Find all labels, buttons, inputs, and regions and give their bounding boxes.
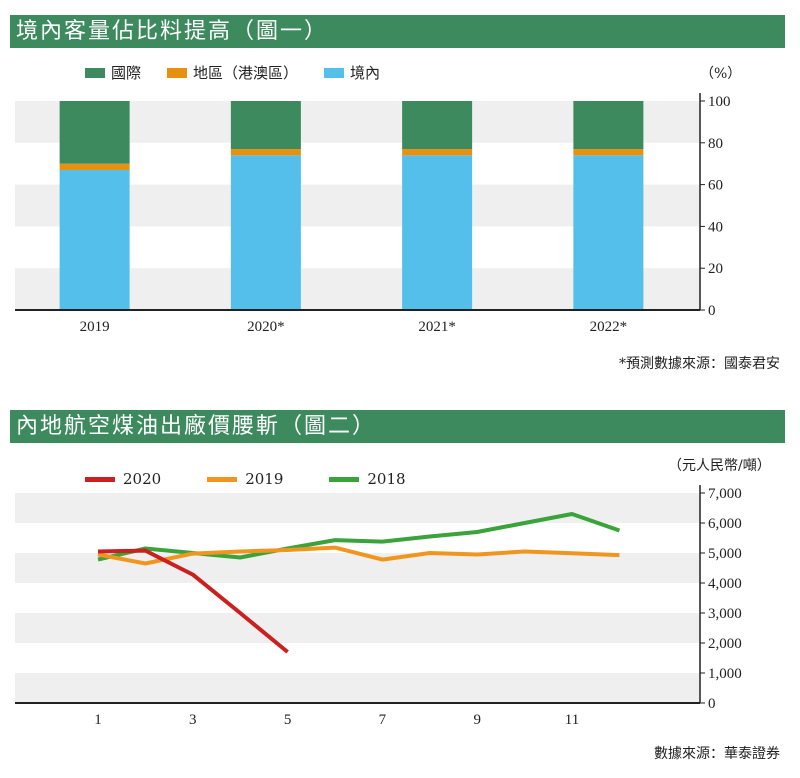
chart1-legend: 國際 地區（港澳區） 境內 [85,62,406,83]
bar-地區（港澳區） [230,149,301,156]
y-tick-label: 2,000 [708,636,742,652]
x-tick-label: 7 [379,712,387,728]
chart1-source-note: *預測數據來源：國泰君安 [619,356,780,372]
grid-band [15,613,700,643]
chart1-title: 境內客量佔比料提高（圖一） [10,15,785,48]
bar-地區（港澳區） [573,149,644,156]
chart2-source-note: 數據來源：華泰證券 [654,746,780,762]
bar-境內 [59,169,130,310]
legend-swatch [324,67,345,78]
bar-國際 [402,101,473,150]
y-tick-label: 3,000 [708,606,742,622]
line-series-2019 [97,545,620,566]
x-tick-label: 2020* [247,319,285,335]
y-tick-label: 0 [708,696,716,712]
bar-境內 [573,155,644,310]
x-tick-label: 2019 [80,319,110,335]
x-tick-label: 5 [284,712,292,728]
y-tick-label: 6,000 [708,516,742,532]
legend-label: 地區（港澳區） [193,64,299,82]
bar-境內 [230,155,301,310]
y-tick-label: 0 [708,303,716,319]
legend-item-2020: 2020 [85,470,161,488]
x-tick-label: 2021* [418,319,456,335]
x-tick-label: 2022* [590,319,628,335]
y-tick-label: 40 [708,219,723,235]
grid-band [15,673,700,703]
legend-label: 2018 [367,470,406,488]
chart2-legend: 2020 2019 2018 [85,470,432,488]
legend-label: 2020 [123,470,162,488]
y-tick-label: 60 [708,178,723,194]
legend-swatch [167,67,188,78]
x-tick-label: 1 [94,712,102,728]
y-tick-label: 80 [708,136,723,152]
legend-label: 國際 [111,64,142,82]
legend-item-2018: 2018 [329,470,406,488]
line-series-2018 [97,512,621,562]
chart1-unit: （%） [700,66,742,82]
legend-label: 2019 [245,470,284,488]
legend-swatch [329,476,360,482]
legend-swatch [207,476,238,482]
x-tick-label: 9 [473,712,481,728]
y-tick-label: 4,000 [708,576,742,592]
y-tick-label: 7,000 [708,486,742,502]
legend-swatch [85,476,115,482]
y-tick-label: 100 [708,94,731,110]
bar-地區（港澳區） [59,163,130,170]
legend-item-domestic: 境內 [324,62,380,83]
line-series-2020 [97,548,289,654]
y-tick-label: 20 [708,261,723,277]
legend-item-international: 國際 [85,62,141,83]
chart2-plot: 1 3 5 7 9 11 0 1,000 2,000 3,000 4,000 5,000 6,000 7,… [15,485,742,728]
grid-band [15,553,700,583]
x-tick-label: 3 [189,712,197,728]
chart2-title: 內地航空煤油出廠價腰斬（圖二） [10,410,785,443]
grid-band [15,493,700,523]
y-tick-label: 1,000 [708,666,742,682]
legend-label: 境內 [350,64,381,82]
bar-地區（港澳區） [402,149,473,156]
bar-國際 [59,101,130,164]
legend-item-regional: 地區（港澳區） [167,62,298,83]
chart1-plot: 2019 2020* 2021* 2022* 0 20 40 60 80 100 [15,93,731,335]
legend-item-2019: 2019 [207,470,283,488]
legend-swatch [85,67,105,78]
x-tick-label: 11 [565,712,579,728]
bar-國際 [573,101,644,150]
y-tick-label: 5,000 [708,546,742,562]
bar-境內 [402,155,473,310]
chart2-unit: （元人民幣/噸） [668,458,771,474]
bar-國際 [230,101,301,150]
